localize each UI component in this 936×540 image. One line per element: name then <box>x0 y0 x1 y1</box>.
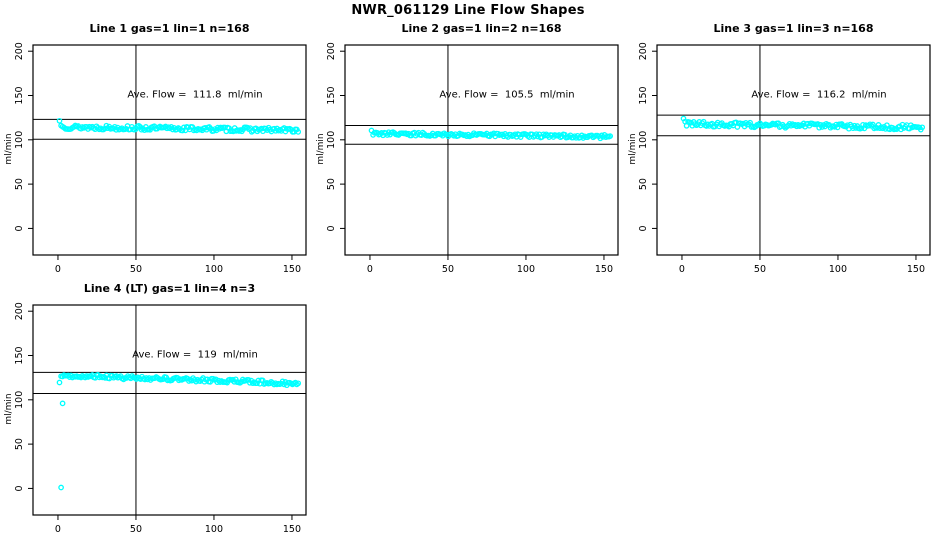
avg-flow-annotation: Ave. Flow = 119 ml/min <box>132 349 258 361</box>
plot-canvas: 0 50 100 150 0 50 100 150 200 <box>326 42 619 275</box>
svg-text:150: 150 <box>283 524 301 535</box>
svg-text:100: 100 <box>829 264 847 275</box>
svg-text:100: 100 <box>14 391 25 409</box>
svg-text:150: 150 <box>14 346 25 364</box>
svg-text:0: 0 <box>14 485 25 491</box>
svg-text:200: 200 <box>14 302 25 320</box>
svg-text:50: 50 <box>14 178 25 190</box>
svg-text:0: 0 <box>326 225 337 231</box>
subplot-title: Line 1 gas=1 lin=1 n=168 <box>89 22 250 35</box>
svg-text:150: 150 <box>907 264 925 275</box>
avg-flow-annotation: Ave. Flow = 105.5 ml/min <box>439 89 575 101</box>
svg-text:50: 50 <box>754 264 766 275</box>
svg-text:200: 200 <box>14 42 25 60</box>
svg-text:50: 50 <box>130 264 142 275</box>
svg-text:50: 50 <box>14 438 25 450</box>
subplot-line-4: Line 4 (LT) gas=1 lin=4 n=3 ml/min Ave. … <box>0 280 312 540</box>
svg-text:150: 150 <box>595 264 613 275</box>
avg-flow-annotation: Ave. Flow = 116.2 ml/min <box>751 89 887 101</box>
svg-text:50: 50 <box>442 264 454 275</box>
svg-text:100: 100 <box>326 131 337 149</box>
svg-text:150: 150 <box>326 86 337 104</box>
subplot-title: Line 2 gas=1 lin=2 n=168 <box>401 22 562 35</box>
svg-text:0: 0 <box>679 264 685 275</box>
svg-text:150: 150 <box>283 264 301 275</box>
subplot-title: Line 3 gas=1 lin=3 n=168 <box>713 22 874 35</box>
subplot-line-1: Line 1 gas=1 lin=1 n=168 ml/min Ave. Flo… <box>0 20 312 280</box>
plot-canvas: 0 50 100 150 0 50 100 150 200 <box>638 42 931 275</box>
svg-text:200: 200 <box>638 42 649 60</box>
svg-text:100: 100 <box>638 131 649 149</box>
svg-text:50: 50 <box>326 178 337 190</box>
avg-flow-annotation: Ave. Flow = 111.8 ml/min <box>127 89 263 101</box>
svg-text:0: 0 <box>14 225 25 231</box>
svg-text:150: 150 <box>638 86 649 104</box>
svg-text:100: 100 <box>205 264 223 275</box>
svg-text:150: 150 <box>14 86 25 104</box>
subplot-title: Line 4 (LT) gas=1 lin=4 n=3 <box>83 282 256 295</box>
subplot-line-2: Line 2 gas=1 lin=2 n=168 ml/min Ave. Flo… <box>312 20 624 280</box>
svg-text:0: 0 <box>367 264 373 275</box>
plot-canvas: 0 50 100 150 0 50 100 150 200 <box>14 302 307 535</box>
svg-text:100: 100 <box>517 264 535 275</box>
svg-text:0: 0 <box>55 524 61 535</box>
svg-text:100: 100 <box>205 524 223 535</box>
figure-title: NWR_061129 Line Flow Shapes <box>351 3 585 18</box>
subplot-line-3: Line 3 gas=1 lin=3 n=168 ml/min Ave. Flo… <box>624 20 936 280</box>
svg-text:50: 50 <box>638 178 649 190</box>
svg-text:0: 0 <box>55 264 61 275</box>
plot-canvas: 0 50 100 150 0 50 100 150 200 <box>14 42 307 275</box>
svg-text:200: 200 <box>326 42 337 60</box>
svg-text:0: 0 <box>638 225 649 231</box>
svg-text:100: 100 <box>14 131 25 149</box>
svg-text:50: 50 <box>130 524 142 535</box>
